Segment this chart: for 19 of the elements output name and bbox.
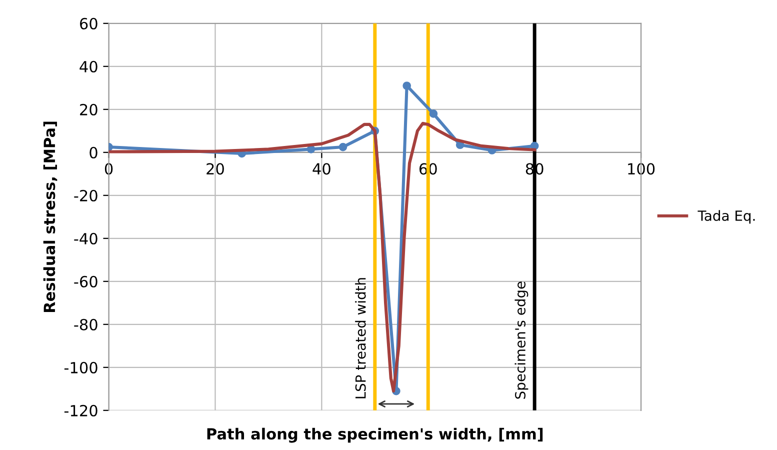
x-tick-label: 20 bbox=[206, 163, 224, 175]
y-axis-title: Residual stress, [MPa] bbox=[43, 122, 58, 312]
y-tick-label: 60 bbox=[80, 18, 98, 30]
y-tick-label: 20 bbox=[80, 104, 98, 116]
y-tick-label: -20 bbox=[74, 190, 98, 202]
x-tick-label: 0 bbox=[104, 163, 113, 175]
y-tick-label: -120 bbox=[64, 404, 98, 416]
x-axis-title: Path along the specimen's width, [mm] bbox=[207, 428, 543, 443]
y-tick-label: -60 bbox=[74, 276, 98, 288]
y-tick-label: 0 bbox=[90, 146, 98, 158]
y-tick-label: -80 bbox=[74, 318, 98, 330]
y-tick-label: -100 bbox=[64, 362, 98, 374]
x-tick-label: 100 bbox=[628, 163, 655, 175]
y-tick-label: -40 bbox=[74, 232, 98, 244]
ref-line-label: LSP treated width bbox=[355, 278, 366, 398]
ref-line-label: Specimen's edge bbox=[514, 282, 528, 399]
x-tick-label: 40 bbox=[312, 163, 330, 175]
y-tick-label: 40 bbox=[80, 60, 98, 72]
legend-label: Tada Eq. bbox=[698, 210, 755, 224]
